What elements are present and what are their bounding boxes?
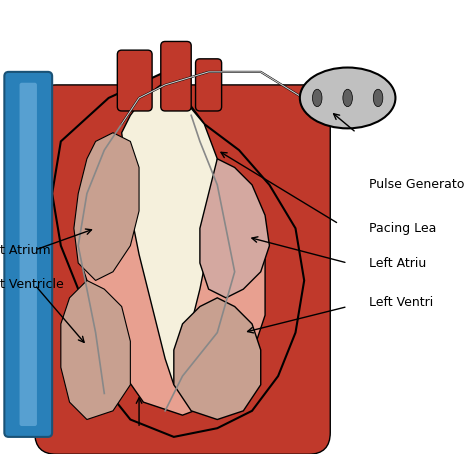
- FancyBboxPatch shape: [118, 50, 152, 111]
- FancyBboxPatch shape: [196, 59, 222, 111]
- Ellipse shape: [300, 67, 395, 128]
- Polygon shape: [52, 72, 304, 437]
- Text: t Ventricle: t Ventricle: [0, 278, 64, 292]
- Text: t Atrium: t Atrium: [0, 244, 51, 256]
- Polygon shape: [74, 133, 139, 281]
- Text: Pulse Generato: Pulse Generato: [369, 178, 465, 191]
- FancyBboxPatch shape: [19, 83, 37, 426]
- Text: Pacing Lea: Pacing Lea: [369, 222, 437, 235]
- Ellipse shape: [343, 89, 353, 107]
- Polygon shape: [174, 298, 261, 419]
- Polygon shape: [61, 281, 130, 419]
- FancyBboxPatch shape: [35, 85, 330, 454]
- Polygon shape: [78, 115, 265, 415]
- Text: Left Atriu: Left Atriu: [369, 256, 427, 270]
- Ellipse shape: [312, 89, 322, 107]
- Polygon shape: [122, 85, 217, 385]
- Ellipse shape: [374, 89, 383, 107]
- FancyBboxPatch shape: [4, 72, 52, 437]
- Polygon shape: [200, 159, 269, 298]
- Text: Left Ventri: Left Ventri: [369, 296, 434, 309]
- FancyBboxPatch shape: [161, 41, 191, 111]
